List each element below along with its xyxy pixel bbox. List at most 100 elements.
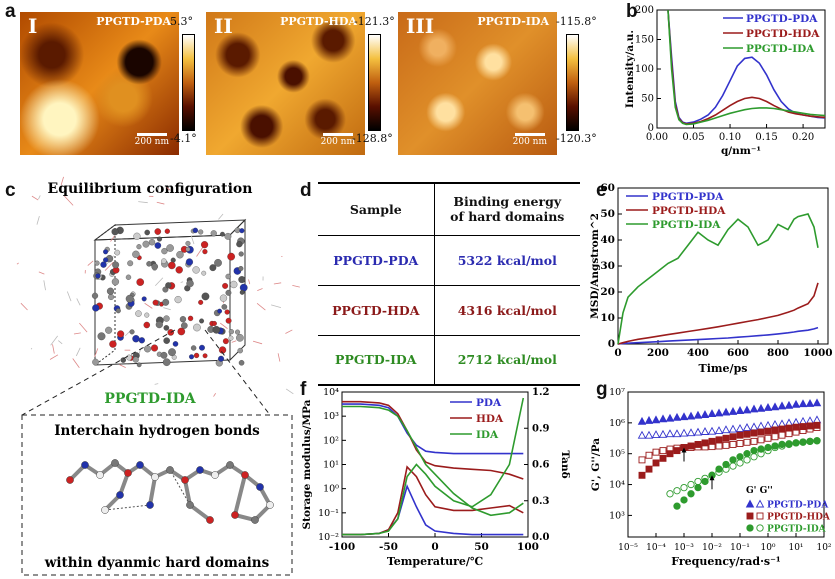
y2-axis-label: Tanδ [559,450,571,478]
legend-label: PPGTD-IDA [652,219,721,231]
hydrogen-bond-molecule [66,459,274,524]
chain-segment [110,235,115,242]
legend-marker [755,499,765,508]
hydrogen-bond [169,469,191,506]
atom [214,259,222,267]
loss-modulus-point [750,453,758,461]
loss-modulus-point [694,477,702,486]
storage-modulus-point [722,460,730,469]
atom [225,273,231,280]
loss-modulus-point [763,420,773,429]
panel-label-b: b [626,1,638,22]
storage-modulus-point [645,465,653,473]
storage-modulus-point [735,406,745,414]
loss-modulus-point [700,427,710,435]
storage-modulus-point [694,440,702,448]
atom [218,355,225,362]
y-tick-label: 10⁷ [609,387,625,398]
storage-modulus-point [813,437,821,445]
atom [163,315,170,322]
atom [224,232,232,240]
y-axis-label: Intensity/a.u. [625,30,636,108]
loss-modulus-point [757,436,765,444]
molecular-model-panel: Equilibrium configuration PPGTD-IDA Inte… [16,176,300,576]
legend-marker [745,499,755,508]
atom [141,296,147,302]
storage-modulus-point [799,438,807,446]
storage-modulus-point [658,414,668,423]
atom [163,337,170,344]
legend-label: PPGTD-IDA [746,43,815,55]
loss-modulus-point [750,437,758,445]
afm-roman: I [28,14,38,38]
atom [256,483,264,491]
atom [136,278,145,286]
atom [116,491,124,499]
atom [237,347,243,354]
afm-sample-name: PPGTD-IDA [477,15,549,28]
atom [224,309,230,315]
colorbar-pda [182,34,195,131]
table-row: PPGTD-PDA 5322 kcal/mol [318,235,580,285]
y-tick-label: 10 [600,312,615,324]
atom [114,249,121,256]
atom [160,351,168,359]
atom [150,344,158,352]
chain-segment [180,281,184,283]
atom [81,461,89,469]
y-axis-label: MSD/Angstrom^2 [590,213,601,319]
atom [97,332,106,341]
loss-modulus-point [722,441,730,449]
atom [222,282,229,289]
table-cell-sample: PPGTD-IDA [318,335,435,385]
y-tick-label: 50 [600,208,615,220]
y-tick-label: 30 [600,260,615,272]
y-tick-label: 60 [600,182,615,194]
x-tick-label: 200 [647,347,669,359]
loss-modulus-point [666,490,674,498]
atom [228,329,234,335]
loss-modulus-point [778,431,786,439]
y-tick-label: 0 [608,338,615,350]
atom [105,326,113,334]
modulus-line-ida [342,405,524,517]
atom [220,231,225,237]
x-tick-label: 10⁰ [760,543,775,553]
zoom-line [204,329,271,416]
atom [217,308,223,314]
colorbar-max: -121.3° [354,15,395,28]
atom [168,348,176,357]
chain-segment [156,186,160,193]
storage-modulus-point [757,445,765,453]
simulation-box [93,218,247,366]
storage-modulus-point [659,454,667,462]
panel-label-c: c [5,180,16,201]
scale-bar: 200 nm [513,133,547,147]
scale-bar: 200 nm [321,133,355,147]
atom [238,266,244,272]
x-tick-label: 0 [431,541,438,553]
storage-modulus-point [708,437,716,445]
legend-label: PPGTD-HDA [767,513,831,523]
atom [108,293,115,301]
colorbar-min: -4.1° [170,132,197,145]
atom [164,228,170,234]
storage-modulus-point [798,399,808,408]
loss-modulus-point [743,456,751,464]
chain-segment [285,329,293,334]
chain-segment [30,347,33,350]
storage-modulus-point [742,405,752,414]
y2-tick-label: 0.6 [532,460,549,471]
x-tick-label: 600 [727,347,749,359]
atom [112,261,120,269]
storage-modulus-point [666,450,674,458]
bond [148,475,157,507]
chain-segment [87,260,94,266]
atom [111,459,119,467]
atom [231,511,239,519]
atom [101,506,109,514]
bond [233,473,247,517]
afm-image-pda: I PPGTD-PDA 200 nm [20,12,179,155]
chain-segment [31,195,39,201]
x-tick-label: 10⁻¹ [730,543,750,553]
